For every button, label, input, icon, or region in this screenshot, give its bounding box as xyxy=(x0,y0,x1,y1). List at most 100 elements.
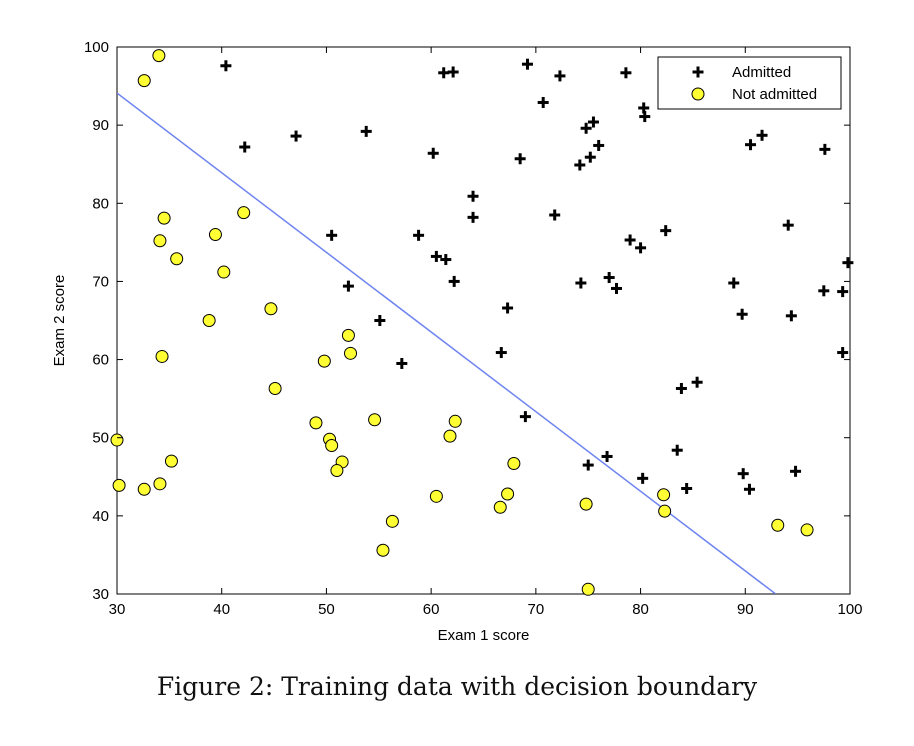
admitted-point xyxy=(635,242,647,254)
data-points-layer xyxy=(110,49,854,596)
admitted-point xyxy=(427,147,439,159)
x-tick-label: 60 xyxy=(423,601,440,618)
legend-plus-marker xyxy=(692,66,704,78)
not-admitted-point xyxy=(443,429,457,443)
x-tick-label: 90 xyxy=(737,601,754,618)
not-admitted-point xyxy=(153,234,167,248)
admitted-point xyxy=(582,459,594,471)
admitted-point xyxy=(785,310,797,322)
x-axis-label: Exam 1 score xyxy=(438,627,530,644)
not-admitted-point xyxy=(800,523,814,537)
admitted-point xyxy=(514,153,526,165)
y-tick-label: 40 xyxy=(92,508,109,525)
legend-marker-admitted xyxy=(692,66,704,78)
not-admitted-point xyxy=(507,457,521,471)
admitted-point xyxy=(737,468,749,480)
not-admitted-point xyxy=(376,543,390,557)
not-admitted-point xyxy=(112,478,126,492)
admitted-point xyxy=(290,130,302,142)
admitted-point xyxy=(575,277,587,289)
admitted-point xyxy=(593,139,605,151)
not-admitted-point xyxy=(330,464,344,478)
admitted-point xyxy=(554,70,566,82)
not-admitted-point xyxy=(658,504,672,518)
not-admitted-point xyxy=(153,477,167,491)
not-admitted-point xyxy=(157,211,171,225)
not-admitted-point xyxy=(217,265,231,279)
admitted-point xyxy=(584,151,596,163)
admitted-point xyxy=(842,257,854,269)
admitted-point xyxy=(502,302,514,314)
y-axis-label: Exam 2 score xyxy=(51,275,68,367)
legend: Admitted Not admitted xyxy=(657,56,842,110)
y-tick-label: 80 xyxy=(92,195,109,212)
x-tick-label: 40 xyxy=(213,601,230,618)
not-admitted-point xyxy=(264,302,278,316)
admitted-point xyxy=(360,125,372,137)
admitted-point xyxy=(440,254,452,266)
not-admitted-point xyxy=(325,439,339,453)
admitted-point xyxy=(790,465,802,477)
not-admitted-point xyxy=(137,482,151,496)
legend-box xyxy=(657,56,842,110)
legend-circle-marker xyxy=(691,87,705,101)
admitted-point xyxy=(603,272,615,284)
not-admitted-point xyxy=(137,74,151,88)
not-admitted-point xyxy=(771,518,785,532)
plot-frame xyxy=(116,46,851,595)
admitted-point xyxy=(430,250,442,262)
not-admitted-point xyxy=(110,433,124,447)
admitted-point xyxy=(413,229,425,241)
admitted-point xyxy=(837,347,849,359)
admitted-point xyxy=(837,286,849,298)
admitted-point xyxy=(519,411,531,423)
admitted-point xyxy=(736,308,748,320)
x-tick-label: 70 xyxy=(528,601,545,618)
not-admitted-point xyxy=(385,514,399,528)
admitted-point xyxy=(782,219,794,231)
x-tick-label: 100 xyxy=(837,601,862,618)
not-admitted-point xyxy=(344,346,358,360)
admitted-point xyxy=(574,159,586,171)
admitted-point xyxy=(601,450,613,462)
legend-marker-not-admitted xyxy=(691,87,705,101)
admitted-point xyxy=(681,483,693,495)
scatter-chart: 30 40 50 60 70 80 90 100 30 40 50 60 70 80 90 100 Exam … xyxy=(51,39,863,644)
legend-label-not-admitted: Not admitted xyxy=(732,86,817,103)
admitted-point xyxy=(580,122,592,134)
admitted-point xyxy=(326,229,338,241)
admitted-point xyxy=(756,129,768,141)
figure-caption: Figure 2: Training data with decision bo… xyxy=(156,672,758,701)
admitted-point xyxy=(438,67,450,79)
not-admitted-point xyxy=(448,414,462,428)
legend-label-admitted: Admitted xyxy=(732,64,791,81)
admitted-point xyxy=(637,472,649,484)
y-tick-label: 90 xyxy=(92,117,109,134)
not-admitted-point xyxy=(341,328,355,342)
y-tick-label: 100 xyxy=(84,39,109,56)
admitted-point xyxy=(675,382,687,394)
y-tick-label: 50 xyxy=(92,430,109,447)
admitted-point xyxy=(660,225,672,237)
not-admitted-point xyxy=(309,416,323,430)
not-admitted-point xyxy=(579,497,593,511)
admitted-point xyxy=(495,347,507,359)
admitted-point xyxy=(467,211,479,223)
admitted-point xyxy=(521,58,533,70)
not-admitted-point xyxy=(493,500,507,514)
not-admitted-point xyxy=(501,487,515,501)
x-tick-label: 50 xyxy=(318,601,335,618)
not-admitted-point xyxy=(368,413,382,427)
admitted-point xyxy=(374,315,386,326)
admitted-point xyxy=(448,275,460,287)
admitted-point xyxy=(467,190,479,202)
axis-ticks: 30 40 50 60 70 80 90 100 30 40 50 60 70 80 90 100 xyxy=(84,39,863,618)
not-admitted-point xyxy=(208,228,222,242)
x-tick-label: 80 xyxy=(632,601,649,618)
not-admitted-point xyxy=(164,454,178,468)
admitted-point xyxy=(639,111,651,123)
admitted-point xyxy=(620,67,632,79)
not-admitted-point xyxy=(202,314,216,327)
not-admitted-point xyxy=(155,349,169,363)
admitted-point xyxy=(818,285,830,297)
